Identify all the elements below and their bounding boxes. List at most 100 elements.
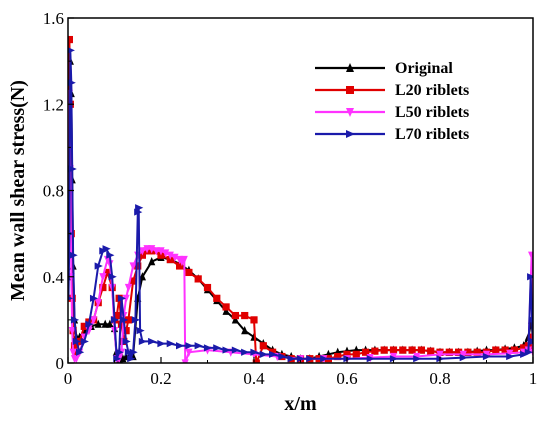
legend-marker [346, 63, 354, 72]
data-point-l20-riblets [501, 346, 509, 354]
data-point-l70-riblets [148, 337, 157, 346]
data-point-l70-riblets [520, 350, 529, 358]
data-point-l50-riblets [157, 247, 165, 256]
data-point-l70-riblets [68, 165, 77, 173]
legend: Original L20 riblets L50 riblets L70 riblet… [315, 60, 469, 143]
data-point-l20-riblets [222, 303, 230, 311]
data-point-l20-riblets [371, 347, 379, 355]
legend-label: L20 riblets [395, 82, 469, 99]
legend-item-l50-riblets: L50 riblets [315, 104, 469, 121]
data-point-original [231, 315, 239, 324]
data-point-l20-riblets [241, 311, 249, 320]
data-point-l70-riblets [131, 316, 141, 324]
series-l70-riblets [68, 47, 533, 363]
data-point-l70-riblets [69, 251, 78, 259]
data-point-l50-riblets [148, 245, 156, 254]
data-point-l50-riblets [152, 247, 160, 256]
y-tick-label: 0.8 [43, 182, 64, 201]
data-point-l70-riblets [320, 355, 329, 363]
data-point-l70-riblets [68, 296, 74, 301]
data-point-original [101, 319, 109, 328]
data-point-l70-riblets [213, 344, 222, 352]
data-point-l20-riblets [380, 346, 388, 354]
legend-label: Original [395, 60, 453, 77]
data-point-l20-riblets [122, 327, 130, 335]
data-point-original [222, 306, 230, 315]
data-point-l20-riblets [529, 342, 533, 350]
data-point-l20-riblets [269, 348, 277, 356]
data-point-l70-riblets [250, 348, 259, 356]
data-point-l70-riblets [259, 350, 268, 358]
data-point-l70-riblets [136, 327, 145, 335]
legend-item-l70-riblets: L70 riblets [315, 126, 469, 143]
data-point-l70-riblets [68, 79, 76, 87]
data-point-l70-riblets [135, 204, 144, 212]
data-point-l70-riblets [124, 348, 134, 356]
data-point-l50-riblets [72, 355, 80, 363]
data-point-l70-riblets [106, 251, 115, 259]
data-point-l20-riblets [194, 275, 202, 283]
data-point-original [138, 272, 146, 281]
data-point-l70-riblets [72, 337, 81, 346]
data-point-l70-riblets [241, 348, 250, 356]
data-point-l50-riblets [506, 349, 514, 358]
data-point-l50-riblets [143, 245, 151, 254]
data-point-l20-riblets [70, 342, 79, 350]
data-point-l70-riblets [120, 316, 129, 324]
y-tick-label: 1.6 [43, 9, 64, 28]
data-point-l70-riblets [203, 344, 213, 352]
data-point-l20-riblets [99, 283, 107, 292]
y-axis-title: Mean wall shear stress(N) [7, 80, 29, 301]
data-point-l70-riblets [127, 355, 136, 363]
data-point-l70-riblets [108, 273, 117, 281]
data-point-l70-riblets [278, 352, 287, 361]
data-point-l70-riblets [527, 273, 533, 281]
data-point-l70-riblets [528, 316, 533, 324]
axes-layer: 0 0.2 0.4 0.6 0.8 1 0 0.4 0.8 1.2 1.6 [43, 9, 538, 388]
data-point-l70-riblets [176, 342, 185, 350]
data-point-l20-riblets [528, 333, 533, 341]
data-point-l70-riblets [482, 352, 492, 361]
data-point-l70-riblets [222, 346, 231, 354]
data-point-l20-riblets [124, 316, 133, 324]
data-point-original [106, 319, 114, 328]
data-point-l20-riblets [427, 347, 435, 355]
data-point-l70-riblets [76, 348, 85, 356]
data-point-l70-riblets [231, 346, 240, 354]
legend-item-original: Original [315, 60, 453, 77]
data-point-l50-riblets [89, 316, 98, 325]
data-point-l70-riblets [89, 294, 99, 302]
series-layer [68, 35, 533, 363]
x-tick-label: 0 [64, 369, 73, 388]
data-point-original [148, 257, 156, 266]
x-tick-label: 0.6 [336, 369, 357, 388]
data-point-l20-riblets [176, 262, 184, 270]
x-tick-label: 1 [529, 369, 538, 388]
data-point-l70-riblets [287, 355, 296, 363]
data-point-l50-riblets [459, 350, 467, 359]
data-point-l20-riblets [520, 344, 528, 352]
data-point-l20-riblets [492, 346, 500, 354]
x-tick-label: 0.8 [429, 369, 450, 388]
data-point-l70-riblets [110, 316, 120, 324]
data-point-l20-riblets [417, 346, 425, 354]
data-point-original [241, 326, 249, 335]
data-point-l20-riblets [134, 262, 142, 270]
data-point-l50-riblets [68, 327, 76, 336]
data-point-l50-riblets [181, 359, 189, 363]
y-tick-label: 1.2 [43, 95, 64, 114]
data-point-l70-riblets [389, 355, 399, 363]
data-point-l20-riblets [250, 316, 258, 324]
x-tick-label: 0.2 [150, 369, 171, 388]
data-point-l20-riblets [103, 268, 112, 277]
data-point-l20-riblets [252, 359, 260, 363]
data-point-l20-riblets [343, 350, 351, 358]
y-tick-label: 0.4 [43, 268, 65, 287]
data-point-l20-riblets [68, 35, 73, 44]
data-point-l70-riblets [296, 355, 306, 363]
data-point-l50-riblets [436, 350, 444, 359]
data-point-l20-riblets [203, 283, 212, 292]
data-point-l70-riblets [524, 348, 533, 356]
data-point-l20-riblets [510, 346, 518, 354]
